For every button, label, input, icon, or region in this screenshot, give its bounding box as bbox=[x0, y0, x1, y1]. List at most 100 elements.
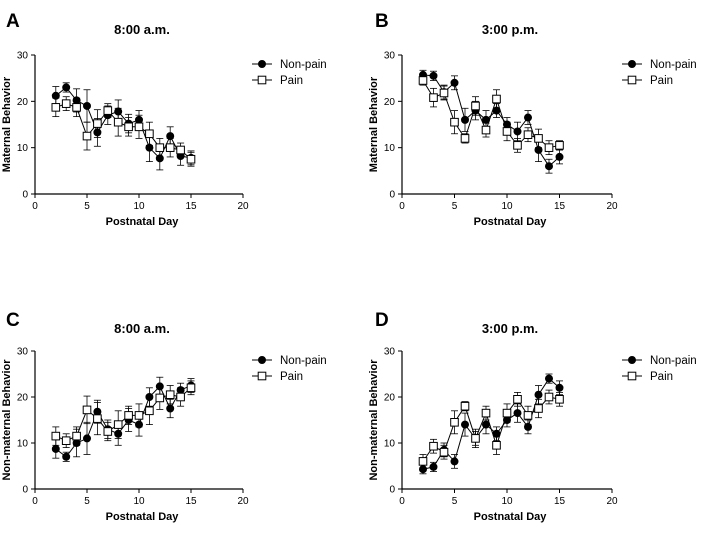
data-point bbox=[534, 390, 543, 399]
x-tick-label: 15 bbox=[554, 201, 566, 212]
x-tick-label: 20 bbox=[237, 201, 249, 212]
data-point bbox=[82, 405, 92, 415]
x-tick-label: 10 bbox=[501, 201, 513, 212]
data-point bbox=[103, 106, 113, 115]
data-point bbox=[523, 411, 533, 420]
series-non-pain bbox=[51, 376, 195, 462]
x-tick-label: 20 bbox=[606, 496, 618, 507]
x-tick-label: 10 bbox=[133, 496, 145, 507]
data-point bbox=[492, 94, 501, 104]
data-point bbox=[82, 131, 92, 141]
data-point bbox=[450, 78, 459, 87]
panel-letter: B bbox=[375, 11, 389, 32]
y-tick-label: 0 bbox=[22, 485, 28, 496]
panel-title: 8:00 a.m. bbox=[114, 22, 170, 37]
data-point bbox=[103, 427, 113, 436]
data-point bbox=[176, 392, 185, 402]
panel-letter: C bbox=[6, 310, 20, 331]
data-point bbox=[460, 115, 469, 124]
x-tick-label: 5 bbox=[452, 496, 458, 507]
data-point bbox=[61, 436, 71, 445]
x-tick-label: 5 bbox=[84, 496, 90, 507]
y-tick-label: 30 bbox=[384, 347, 396, 358]
data-point bbox=[439, 88, 449, 98]
legend-entry: Pain bbox=[252, 371, 303, 383]
y-tick-label: 10 bbox=[384, 439, 396, 450]
legend-marker bbox=[628, 355, 637, 364]
x-tick-label: 0 bbox=[32, 201, 38, 212]
data-point bbox=[450, 418, 459, 427]
y-axis-title: Non-maternal Behavior bbox=[368, 359, 380, 481]
chart-panel-b: B 3:00 p.m. 0 5 10 15 20 0 10 20 30 Postnatal Day Ma… bbox=[368, 11, 697, 228]
panel-title: 3:00 p.m. bbox=[482, 321, 538, 336]
data-point bbox=[513, 127, 522, 136]
data-point bbox=[93, 414, 102, 423]
data-point bbox=[72, 103, 81, 112]
x-tick-label: 10 bbox=[501, 496, 513, 507]
data-point bbox=[555, 141, 564, 150]
data-point bbox=[534, 134, 543, 143]
y-tick-label: 20 bbox=[384, 97, 396, 108]
data-point bbox=[450, 457, 459, 466]
y-tick-label: 0 bbox=[389, 485, 395, 496]
y-tick-label: 10 bbox=[17, 439, 29, 450]
data-point bbox=[61, 99, 71, 108]
panel-letter: A bbox=[6, 11, 20, 32]
x-tick-label: 5 bbox=[84, 201, 90, 212]
data-point bbox=[418, 457, 428, 466]
x-tick-label: 0 bbox=[32, 496, 38, 507]
legend-label: Pain bbox=[280, 371, 303, 383]
legend-label: Non-pain bbox=[650, 355, 697, 367]
data-point bbox=[134, 122, 144, 132]
data-point bbox=[51, 444, 60, 453]
data-point bbox=[83, 434, 92, 443]
x-tick-label: 15 bbox=[185, 496, 197, 507]
data-point bbox=[155, 143, 165, 152]
data-point bbox=[544, 143, 554, 152]
data-point bbox=[439, 447, 449, 457]
x-tick-label: 0 bbox=[399, 496, 405, 507]
x-tick-label: 20 bbox=[606, 201, 618, 212]
legend-entry: Non-pain bbox=[252, 355, 327, 367]
y-tick-label: 30 bbox=[17, 347, 29, 358]
data-point bbox=[186, 154, 196, 164]
y-tick-label: 20 bbox=[17, 393, 29, 404]
y-tick-label: 30 bbox=[17, 51, 29, 62]
data-point bbox=[134, 411, 144, 420]
data-point bbox=[165, 390, 175, 399]
legend-entry: Non-pain bbox=[252, 59, 327, 71]
data-point bbox=[524, 113, 533, 122]
data-point bbox=[534, 404, 543, 413]
data-point bbox=[113, 117, 123, 127]
data-point bbox=[555, 152, 564, 161]
data-point bbox=[460, 420, 469, 429]
legend-label: Pain bbox=[650, 371, 673, 383]
x-axis-title: Postnatal Day bbox=[106, 216, 180, 228]
y-tick-label: 20 bbox=[17, 97, 29, 108]
data-point bbox=[186, 383, 196, 393]
data-point bbox=[51, 431, 61, 441]
data-point bbox=[460, 401, 470, 411]
data-point bbox=[502, 127, 512, 136]
data-point bbox=[418, 76, 428, 85]
x-tick-label: 15 bbox=[554, 496, 566, 507]
data-point bbox=[523, 130, 533, 139]
legend-marker bbox=[627, 371, 637, 381]
chart-panel-a: A 8:00 a.m. 0 5 10 15 20 0 10 20 30 Postnatal Day Ma… bbox=[1, 11, 327, 228]
data-point bbox=[165, 143, 175, 152]
data-point bbox=[155, 393, 165, 403]
data-point bbox=[492, 441, 501, 450]
y-tick-label: 0 bbox=[22, 190, 28, 201]
legend-entry: Non-pain bbox=[622, 355, 697, 367]
data-point bbox=[481, 408, 491, 418]
y-tick-label: 10 bbox=[384, 143, 396, 154]
data-point bbox=[502, 408, 512, 418]
legend-marker bbox=[257, 371, 267, 381]
legend-label: Pain bbox=[280, 75, 303, 87]
data-point bbox=[145, 406, 154, 416]
legend-marker bbox=[628, 60, 637, 69]
panel-letter: D bbox=[375, 310, 389, 331]
data-point bbox=[481, 125, 491, 135]
legend-label: Non-pain bbox=[280, 355, 327, 367]
